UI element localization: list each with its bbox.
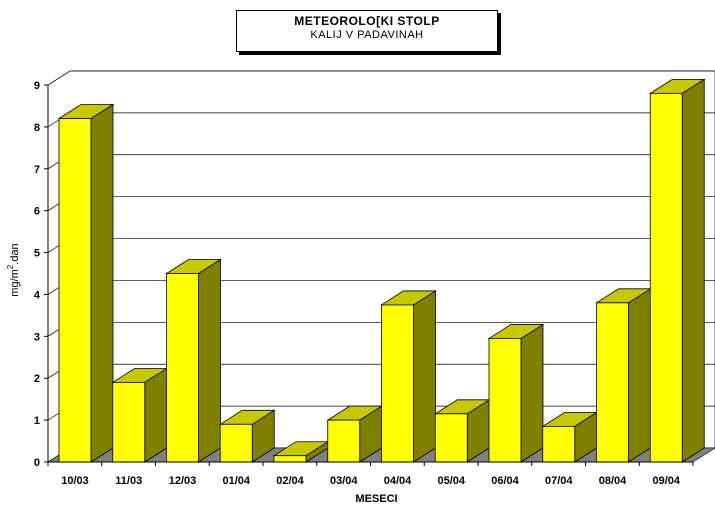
y-tick-label: 4 (34, 289, 41, 301)
bar (57, 103, 115, 463)
bar-front (327, 419, 361, 463)
chart-title-box: METEOROLO[KI STOLP KALIJ V PADAVINAH (236, 10, 498, 52)
bar-front (596, 302, 629, 463)
bar (111, 367, 169, 463)
x-tick-label: 01/04 (222, 475, 250, 487)
bar-side (520, 323, 544, 463)
y-tick-label: 0 (34, 457, 40, 469)
bar (541, 411, 599, 463)
bar (487, 323, 545, 463)
y-tick-label: 9 (34, 80, 40, 92)
y-tick-label: 6 (34, 206, 40, 218)
y-tick-label: 5 (34, 248, 40, 260)
bar-front (112, 382, 146, 463)
gridline-side (47, 70, 71, 86)
y-tick-label: 8 (34, 122, 40, 134)
bar-front (219, 423, 253, 463)
x-axis-label: MESECI (355, 493, 397, 505)
bar-side (413, 290, 436, 463)
bar (326, 405, 384, 463)
x-tick-label: 08/04 (599, 475, 627, 487)
chart-title: METEOROLO[KI STOLP (294, 14, 440, 28)
x-tick-label: 12/03 (169, 475, 197, 487)
y-tick-label: 2 (34, 373, 40, 385)
bar-front (434, 413, 468, 463)
x-tick-label: 04/04 (384, 475, 412, 487)
bar-side (144, 367, 168, 463)
bar-side (198, 258, 221, 463)
x-tick-label: 05/04 (437, 475, 465, 487)
x-tick-label: 11/03 (115, 475, 142, 487)
bar-front (166, 273, 199, 463)
bar (272, 440, 330, 463)
x-tick-label: 03/04 (330, 475, 358, 487)
bar-side (90, 103, 114, 463)
bar-front (273, 455, 307, 463)
bar (165, 258, 222, 463)
x-tick-label: 10/03 (61, 475, 89, 487)
bar-front (488, 338, 522, 463)
y-tick-label: 7 (34, 164, 40, 176)
y-tick-label: 3 (34, 331, 40, 343)
bar (433, 399, 491, 463)
bar-front (58, 118, 92, 463)
y-axis-label: mg/m2.dan (6, 243, 21, 296)
y-tick-label: 1 (34, 415, 40, 427)
bar (648, 78, 706, 463)
chart-subtitle: KALIJ V PADAVINAH (310, 29, 424, 41)
bar-front (542, 425, 576, 463)
bar (218, 409, 276, 463)
bar-side (681, 78, 705, 463)
x-tick-label: 07/04 (545, 475, 573, 487)
x-tick-label: 06/04 (491, 475, 519, 487)
bar-front (381, 304, 414, 463)
x-tick-label: 09/04 (652, 475, 680, 487)
bar-front (649, 92, 683, 463)
bar (595, 288, 652, 463)
x-tick-label: 02/04 (276, 475, 304, 487)
bar-side (628, 288, 651, 463)
bar (380, 290, 437, 463)
